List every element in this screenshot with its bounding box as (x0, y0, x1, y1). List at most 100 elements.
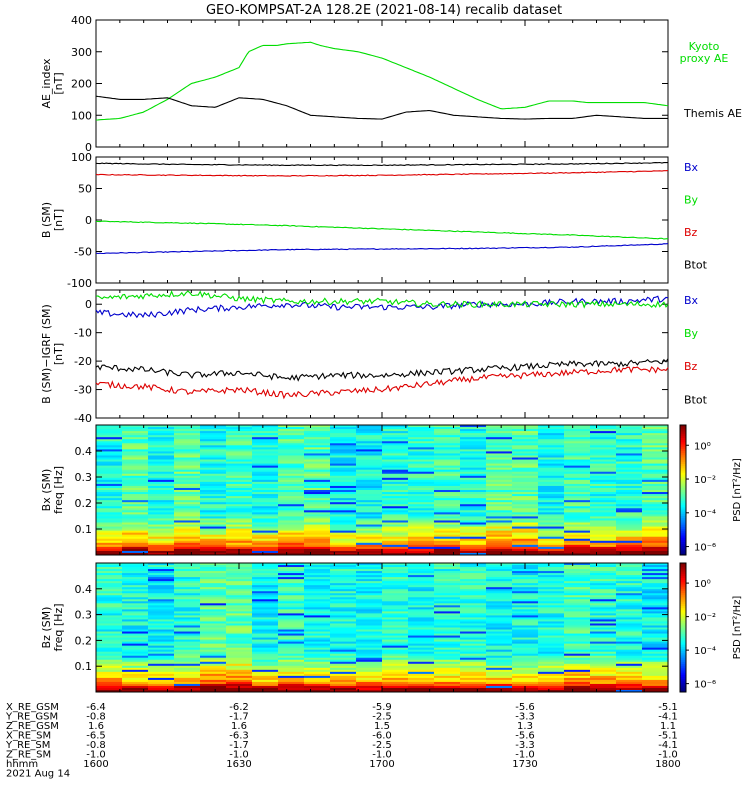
heatmap-cell (590, 500, 617, 503)
heatmap-cell (226, 637, 253, 640)
heatmap-cell (616, 451, 643, 454)
heatmap-cell (96, 500, 123, 503)
heatmap-cell (122, 685, 149, 689)
colorbar-cell (680, 481, 686, 484)
heatmap-cell (356, 512, 383, 515)
heatmap-cell (96, 469, 123, 473)
heatmap-cell (408, 536, 435, 540)
colorbar-cell (680, 676, 686, 680)
heatmap-cell (96, 587, 123, 590)
colorbar-cell (680, 455, 686, 458)
heatmap-cell (434, 449, 461, 452)
heatmap-cell (538, 681, 565, 685)
heatmap-cell (616, 487, 643, 491)
heatmap-cell (330, 577, 357, 580)
heatmap-cell (642, 453, 669, 456)
heatmap-cell (486, 443, 513, 446)
heatmap-cell (486, 453, 513, 456)
heatmap-cell (174, 532, 201, 536)
heatmap-cell (616, 587, 643, 590)
heatmap-cell (148, 633, 175, 636)
heatmap-cell (226, 459, 253, 462)
heatmap-cell (330, 569, 357, 572)
heatmap-cell (174, 569, 201, 572)
heatmap-cell (122, 439, 149, 442)
heatmap-cell (408, 508, 435, 511)
heatmap-cell (642, 437, 669, 440)
heatmap-cell (96, 477, 123, 481)
heatmap-cell (304, 528, 331, 532)
heatmap-cell (382, 627, 409, 630)
heatmap-cell (200, 575, 227, 578)
heatmap-cell (408, 673, 435, 677)
heatmap-cell (408, 671, 435, 675)
heatmap-cell (434, 583, 461, 586)
heatmap-cell (122, 657, 149, 661)
heatmap-cell (460, 528, 487, 532)
panel-1-ytick-label: 0 (85, 214, 92, 227)
heatmap-cell (564, 502, 591, 505)
heatmap-cell (278, 629, 305, 632)
heatmap-cell (148, 552, 175, 556)
heatmap-cell (486, 563, 513, 566)
heatmap-cell (304, 477, 331, 481)
heatmap-cell (590, 563, 617, 566)
heatmap-cell (174, 455, 201, 458)
heatmap-cell (330, 587, 357, 590)
heatmap-cell (200, 453, 227, 456)
heatmap-cell (616, 524, 643, 527)
heatmap-cell (330, 595, 357, 598)
heatmap-cell (174, 567, 201, 570)
heatmap-cell (330, 683, 357, 687)
heatmap-cell (642, 528, 669, 532)
heatmap-cell (616, 647, 643, 651)
heatmap-cell (226, 546, 253, 550)
heatmap-cell (590, 671, 617, 675)
heatmap-cell (122, 425, 149, 428)
heatmap-cell (148, 659, 175, 663)
heatmap-cell (278, 673, 305, 677)
heatmap-cell (252, 627, 279, 630)
heatmap-cell (174, 540, 201, 544)
colorbar-cell (680, 621, 686, 624)
heatmap-cell (408, 475, 435, 479)
heatmap-cell (356, 631, 383, 634)
heatmap-cell (304, 635, 331, 638)
heatmap-cell (226, 485, 253, 489)
colorbar-cell (680, 537, 686, 541)
heatmap-cell (122, 625, 149, 628)
heatmap-cell (408, 663, 435, 667)
heatmap-cell (200, 585, 227, 588)
heatmap-cell (304, 548, 331, 552)
heatmap-cell (148, 565, 175, 568)
heatmap-cell (252, 447, 279, 450)
heatmap-cell (460, 609, 487, 612)
heatmap-cell (174, 473, 201, 477)
heatmap-cell (616, 447, 643, 450)
heatmap-cell (382, 475, 409, 479)
heatmap-cell (304, 490, 331, 493)
heatmap-cell (434, 603, 461, 606)
heatmap-cell (226, 645, 253, 649)
heatmap-cell (148, 641, 175, 645)
heatmap-cell (226, 469, 253, 473)
colorbar-cell (680, 496, 686, 500)
heatmap-cell (564, 492, 591, 495)
heatmap-cell (304, 679, 331, 683)
heatmap-cell (96, 567, 123, 570)
heatmap-cell (486, 571, 513, 574)
heatmap-cell (122, 583, 149, 586)
colorbar-cell (680, 516, 686, 519)
heatmap-cell (200, 667, 227, 671)
heatmap-cell (564, 471, 591, 475)
heatmap-cell (122, 689, 149, 693)
ephemeris-label: Y_RE_GSM (5, 712, 58, 723)
heatmap-cell (252, 589, 279, 592)
heatmap-cell (460, 447, 487, 450)
heatmap-cell (642, 461, 669, 464)
heatmap-cell (408, 567, 435, 570)
heatmap-cell (460, 577, 487, 580)
heatmap-cell (408, 565, 435, 568)
heatmap-cell (408, 669, 435, 673)
heatmap-cell (356, 657, 383, 661)
